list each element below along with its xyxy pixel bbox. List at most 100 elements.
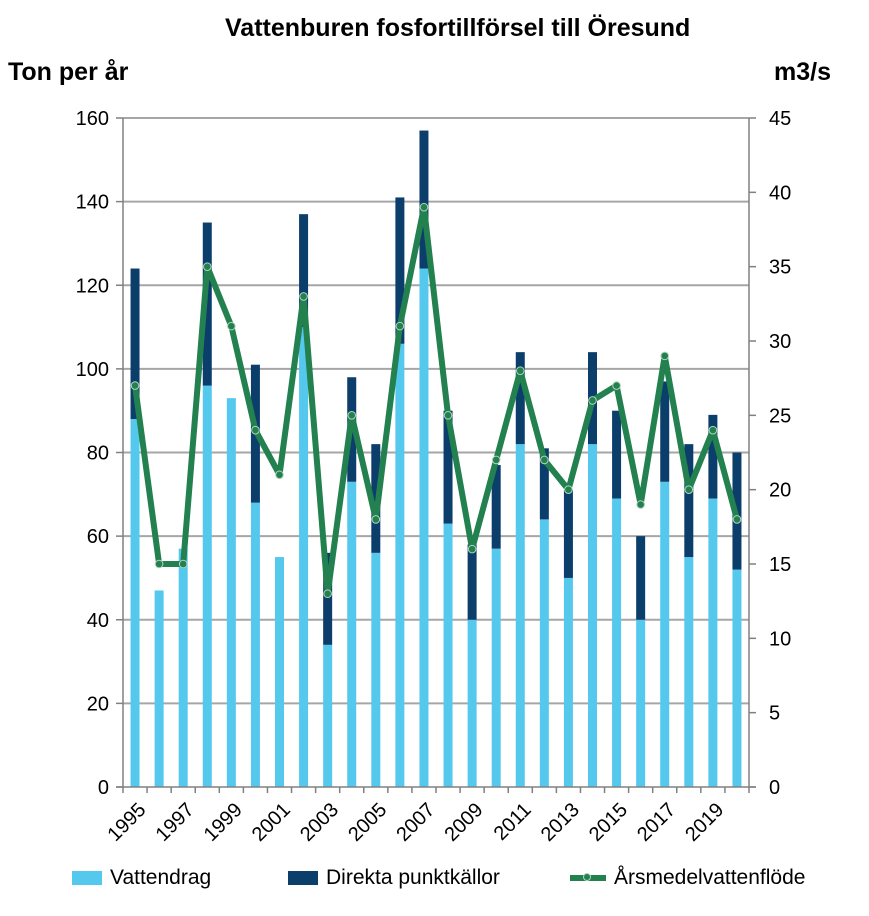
x-tick-label: 2007 [392,799,439,846]
bar-vattendrag [130,419,140,787]
legend-swatch-vattendrag [72,871,102,885]
legend-item-vattendrag: Vattendrag [72,866,211,890]
bar-direkta-punktkallor [684,444,694,558]
point-arsmedelvattenflode [347,411,357,420]
bar-direkta-punktkallor [202,222,212,386]
legend-line-arsmedelvattenflode [570,873,606,881]
point-arsmedelvattenflode [371,515,381,524]
y-left-tick-label: 120 [76,275,109,297]
point-arsmedelvattenflode [660,351,670,361]
bar-vattendrag [250,502,260,787]
point-arsmedelvattenflode [227,321,236,331]
x-tick-label: 1995 [103,799,150,846]
x-tick-label: 2019 [681,799,728,846]
point-arsmedelvattenflode [684,485,694,494]
y-left-tick-label: 0 [98,777,109,799]
x-tick-label: 2011 [490,799,536,845]
point-arsmedelvattenflode [491,455,501,465]
bar-vattendrag [323,644,333,787]
bar-direkta-punktkallor [467,544,477,620]
bar-direkta-punktkallor [491,465,501,549]
bar-direkta-punktkallor [419,130,429,269]
point-arsmedelvattenflode [467,544,477,554]
bar-vattendrag [467,619,477,787]
x-tick-label: 1999 [200,799,247,846]
chart-title: Vattenburen fosfortillförsel till Öresun… [225,14,691,42]
x-tick-label: 2005 [344,799,391,846]
bar-vattendrag [419,268,429,787]
x-tick-label: 1997 [152,799,199,846]
x-tick-label: 2009 [441,799,488,846]
bar-direkta-punktkallor [636,536,646,620]
bar-vattendrag [612,498,622,787]
bar-vattendrag [539,519,549,787]
bar-vattendrag [178,548,188,787]
x-tick-label: 2003 [296,799,343,846]
point-arsmedelvattenflode [612,381,621,390]
y-left-tick-label: 80 [87,443,109,465]
bar-vattendrag [202,385,212,787]
point-arsmedelvattenflode [564,485,573,494]
point-arsmedelvattenflode [275,470,284,480]
y-right-tick-label: 25 [769,405,791,427]
bar-vattendrag [154,590,164,787]
bar-direkta-punktkallor [299,214,309,328]
bar-direkta-punktkallor [563,490,573,578]
point-arsmedelvattenflode [251,425,260,435]
y-right-tick-label: 0 [769,777,780,799]
point-arsmedelvattenflode [636,500,645,509]
y-left-tick-label: 20 [87,693,109,715]
point-arsmedelvattenflode [732,515,742,524]
bar-vattendrag [443,523,453,787]
y-left-tick-label: 60 [87,526,109,548]
point-arsmedelvattenflode [299,292,308,301]
bar-vattendrag [660,481,670,787]
bar-vattendrag [395,343,405,787]
x-tick-label: 2001 [248,799,295,846]
x-tick-label: 2015 [585,799,632,846]
point-arsmedelvattenflode [154,559,164,569]
bar-vattendrag [371,552,381,787]
x-tick-label: 2017 [633,799,680,846]
point-arsmedelvattenflode [419,202,429,212]
bar-vattendrag [226,398,236,787]
bar-direkta-punktkallor [515,352,525,445]
bar-direkta-punktkallor [539,448,549,520]
bar-vattendrag [347,481,357,787]
y-right-tick-label: 20 [769,480,791,502]
bar-direkta-punktkallor [660,381,670,482]
legend-label-vattendrag: Vattendrag [110,866,212,889]
y-axis-left-label: Ton per år [8,58,129,86]
y-left-tick-label: 160 [76,108,109,130]
legend-label-arsmedelvattenflode: Årsmedelvattenflöde [614,866,806,889]
line-arsmedelvattenflode [132,204,740,597]
bar-direkta-punktkallor [323,552,333,645]
bar-direkta-punktkallor [395,197,405,344]
bar-direkta-punktkallor [708,414,718,499]
bar-direkta-punktkallor [443,410,453,524]
bar-vattendrag [588,444,597,787]
y-left-tick-label: 100 [76,359,109,381]
legend-item-arsmedelvattenflode: Årsmedelvattenflöde [570,866,805,890]
legend-swatch-direkta-punktkallor [288,871,318,885]
y-right-tick-label: 5 [769,703,780,725]
point-arsmedelvattenflode [178,559,188,569]
point-arsmedelvattenflode [323,589,332,599]
y-right-tick-label: 15 [769,554,791,576]
y-right-tick-label: 10 [769,628,791,650]
y-right-tick-label: 35 [769,257,791,279]
legend-item-direkta-punktkallor: Direkta punktkällor [288,866,500,890]
y-right-tick-label: 30 [769,331,791,353]
bar-vattendrag [563,577,573,787]
bar-vattendrag [684,557,694,787]
x-tick-label: 2013 [537,799,584,846]
bar-direkta-punktkallor [130,268,140,420]
bar-direkta-punktkallor [612,410,622,499]
point-arsmedelvattenflode [515,366,525,376]
point-arsmedelvattenflode [540,455,549,465]
point-arsmedelvattenflode [395,321,405,331]
bar-vattendrag [275,557,284,787]
point-arsmedelvattenflode [443,411,453,420]
point-arsmedelvattenflode [202,262,212,271]
